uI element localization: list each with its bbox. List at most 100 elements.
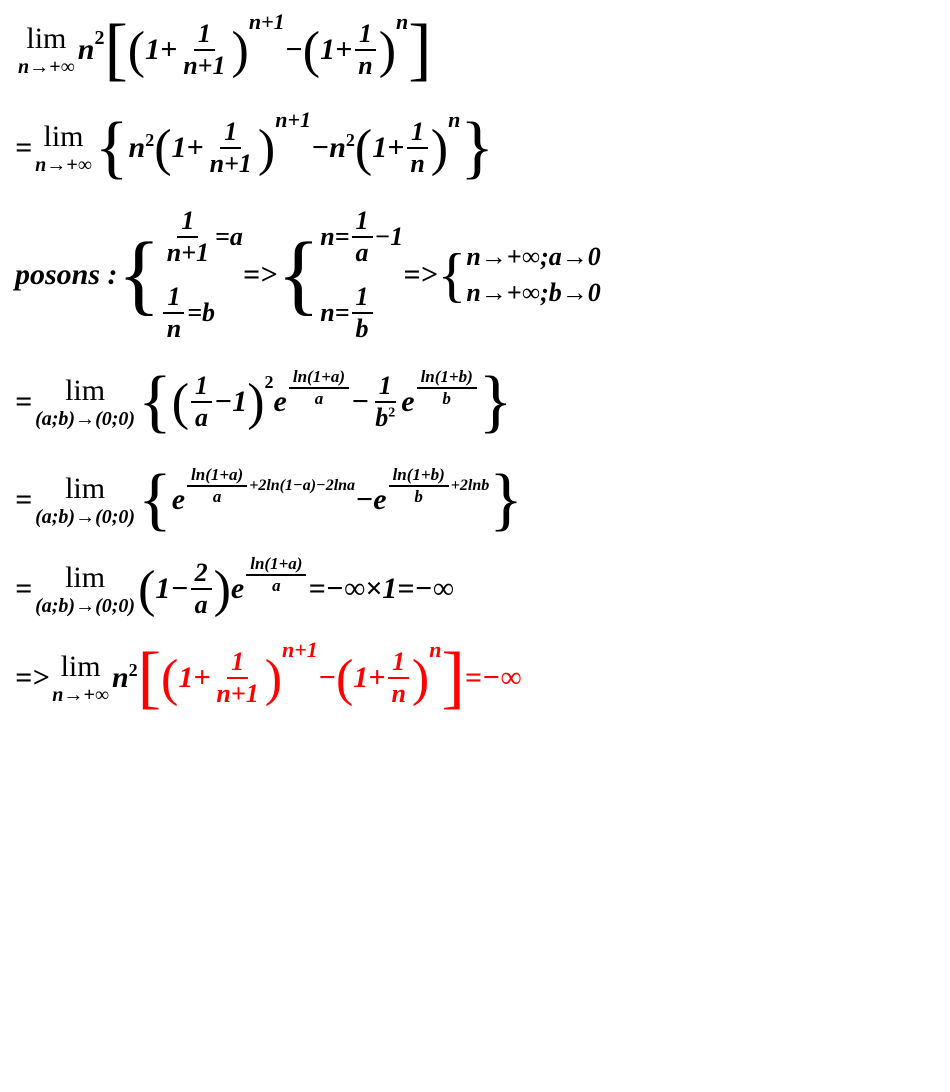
equals: = — [15, 131, 32, 165]
n-eq: n= — [320, 222, 349, 252]
equation-line-7: => lim n→+∞ n 2 [ ( 1+ 1 n+1 ) n+1 − ( 1… — [15, 638, 935, 718]
one-plus: 1+ — [320, 33, 352, 67]
equation-line-6: = lim (a;b)→(0;0) ( 1− 2 a ) e ln(1+a) a… — [15, 558, 935, 620]
exponent: ln(1+b) b +2lnb — [387, 465, 490, 507]
frac-den: b2 — [371, 403, 399, 433]
frac-den: a — [209, 487, 226, 507]
lim-sub: n→+∞ — [35, 154, 92, 177]
posons-label: posons : — [15, 258, 118, 292]
one-plus: 1+ — [145, 33, 177, 67]
system-1: { 1 n+1 =a 1 n =b — [118, 206, 243, 344]
fraction: 1 b2 — [371, 371, 399, 433]
fraction: 1 n+1 — [179, 19, 229, 81]
fraction: 1 n+1 — [206, 117, 256, 179]
minus: − — [285, 33, 303, 67]
eq-b: =b — [187, 298, 215, 328]
system-2: { n= 1 a −1 n= 1 b — [277, 206, 403, 344]
lparen: ( — [172, 373, 189, 432]
frac-den: n+1 — [163, 238, 213, 268]
lparen: ( — [355, 119, 372, 178]
one-minus: 1− — [155, 572, 188, 606]
exp-2: 2 — [388, 405, 395, 420]
lim-sub: n→+∞ — [52, 684, 109, 707]
rparen: ) — [379, 21, 396, 80]
one-plus: 1+ — [172, 131, 204, 165]
equals: = — [15, 483, 32, 517]
rparen: ) — [232, 21, 249, 80]
lim-text: lim — [43, 120, 83, 154]
minus: − — [351, 385, 369, 419]
lim-sub: (a;b)→(0;0) — [35, 408, 135, 431]
exp-rest: +2lnb — [451, 477, 489, 495]
limit-operator: lim (a;b)→(0;0) — [35, 472, 135, 529]
lparen: ( — [336, 649, 353, 708]
limit-operator: lim n→+∞ — [18, 22, 75, 79]
lim-text: lim — [26, 22, 66, 56]
system-content: n= 1 a −1 n= 1 b — [320, 206, 403, 344]
right-bracket: ] — [408, 10, 431, 90]
frac-num: 1 — [352, 282, 373, 314]
exp-n: n — [448, 107, 460, 133]
frac-den: a — [352, 238, 373, 268]
left-bracket: [ — [104, 10, 127, 90]
rbrace: } — [489, 460, 523, 540]
limit-operator: lim n→+∞ — [35, 120, 92, 177]
n-var: n — [112, 661, 129, 695]
exp-fraction: ln(1+a) a — [289, 367, 349, 409]
frac-den: a — [191, 403, 212, 433]
equals: = — [15, 572, 32, 606]
lparen: ( — [303, 21, 320, 80]
exponent: ln(1+a) a — [244, 554, 308, 596]
system-row: 1 n =b — [161, 282, 243, 344]
result: =−∞ — [465, 661, 522, 695]
system-row: n→+∞;a→0 — [466, 242, 600, 272]
exp-fraction: ln(1+b) b — [389, 465, 449, 507]
frac-num: 1 — [163, 282, 184, 314]
e-var: e — [401, 385, 414, 419]
frac-num: 1 — [177, 206, 198, 238]
frac-den: b — [352, 314, 373, 344]
rbrace: } — [479, 362, 513, 442]
frac-num: ln(1+a) — [187, 465, 247, 487]
exponent: ln(1+b) b — [415, 367, 479, 409]
frac-den: n+1 — [179, 51, 229, 81]
rparen: ) — [412, 649, 429, 708]
implies: => — [243, 258, 277, 292]
system-row: 1 n+1 =a — [161, 206, 243, 268]
lbrace: { — [138, 362, 172, 442]
frac-num: 1 — [352, 206, 373, 238]
frac-den: n — [387, 679, 409, 709]
minus: − — [355, 483, 373, 517]
limit-operator: lim (a;b)→(0;0) — [35, 374, 135, 431]
lparen: ( — [138, 560, 155, 619]
frac-num: ln(1+b) — [417, 367, 477, 389]
left-bracket: [ — [138, 638, 161, 718]
frac-den: n+1 — [212, 679, 262, 709]
fraction: 1 n — [387, 647, 409, 709]
frac-den: b — [410, 487, 427, 507]
e-var: e — [172, 483, 185, 517]
frac-num: 1 — [355, 19, 376, 51]
exp-2: 2 — [94, 27, 104, 50]
rparen: ) — [258, 119, 275, 178]
right-bracket: ] — [441, 638, 464, 718]
n-eq: n= — [320, 298, 349, 328]
lim-text: lim — [61, 650, 101, 684]
frac-num: 1 — [375, 371, 396, 403]
frac-num: 1 — [227, 647, 248, 679]
fraction: 1 n — [406, 117, 428, 179]
equation-line-3: posons : { 1 n+1 =a 1 n =b => { — [15, 206, 935, 344]
brace-icon: { — [438, 251, 467, 299]
result: =−∞×1=−∞ — [308, 572, 453, 606]
fraction: 1 a — [352, 206, 373, 268]
frac-den: b — [438, 389, 455, 409]
frac-den: a — [268, 576, 285, 596]
lbrace: { — [138, 460, 172, 540]
exp-n1: n+1 — [249, 9, 285, 35]
lparen: ( — [128, 21, 145, 80]
exp-n1: n+1 — [282, 637, 318, 663]
system-content: n→+∞;a→0 n→+∞;b→0 — [466, 242, 600, 308]
fraction: 1 b — [352, 282, 373, 344]
system-row: n= 1 a −1 — [320, 206, 403, 268]
lparen: ( — [154, 119, 171, 178]
